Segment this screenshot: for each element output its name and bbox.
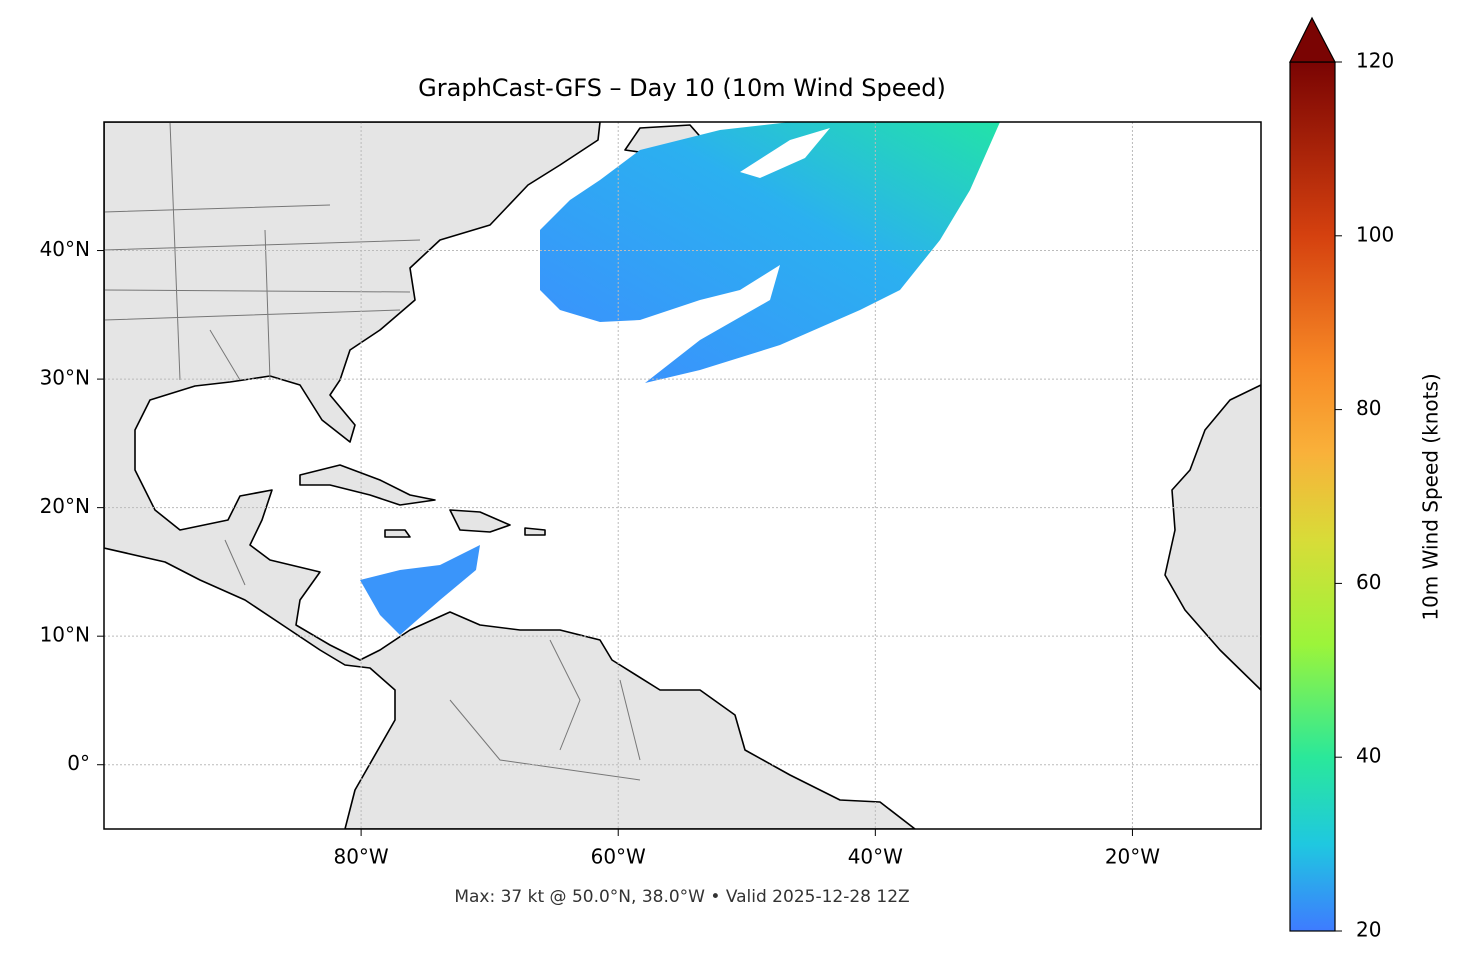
calm-area bbox=[740, 128, 830, 178]
colorbar-extension bbox=[1289, 16, 1336, 63]
wind-field bbox=[360, 545, 480, 635]
x-tick-label: 80°W bbox=[333, 845, 388, 869]
americas bbox=[104, 122, 916, 829]
y-tick-label: 40°N bbox=[40, 237, 90, 261]
borders bbox=[104, 122, 641, 781]
plot-frame bbox=[103, 121, 1262, 830]
colorbar-tick-label: 120 bbox=[1356, 49, 1394, 73]
colorbar-tick-label: 40 bbox=[1356, 744, 1381, 768]
cuba bbox=[299, 464, 436, 506]
hispaniola bbox=[449, 509, 511, 533]
colorbar bbox=[1289, 61, 1336, 932]
colorbar-tick-label: 60 bbox=[1356, 570, 1381, 594]
y-tick-label: 30°N bbox=[40, 366, 90, 390]
x-tick-label: 60°W bbox=[591, 845, 646, 869]
map bbox=[104, 122, 1261, 829]
y-tick-label: 20°N bbox=[40, 494, 90, 518]
y-tick-label: 0° bbox=[67, 751, 90, 775]
jamaica bbox=[384, 529, 411, 538]
africa bbox=[1164, 384, 1261, 691]
colorbar-label: 10m Wind Speed (knots) bbox=[1419, 373, 1443, 620]
y-tick-label: 10°N bbox=[40, 623, 90, 647]
x-tick-label: 20°W bbox=[1105, 845, 1160, 869]
colorbar-tick-label: 100 bbox=[1356, 222, 1394, 246]
x-tick-label: 40°W bbox=[848, 845, 903, 869]
puerto-rico bbox=[524, 527, 546, 536]
colorbar-tick-label: 80 bbox=[1356, 396, 1381, 420]
wind-field bbox=[540, 122, 1000, 383]
chart-title: GraphCast-GFS – Day 10 (10m Wind Speed) bbox=[418, 74, 946, 102]
annotation: Max: 37 kt @ 50.0°N, 38.0°W • Valid 2025… bbox=[454, 887, 909, 907]
colorbar-tick-label: 20 bbox=[1356, 918, 1381, 942]
